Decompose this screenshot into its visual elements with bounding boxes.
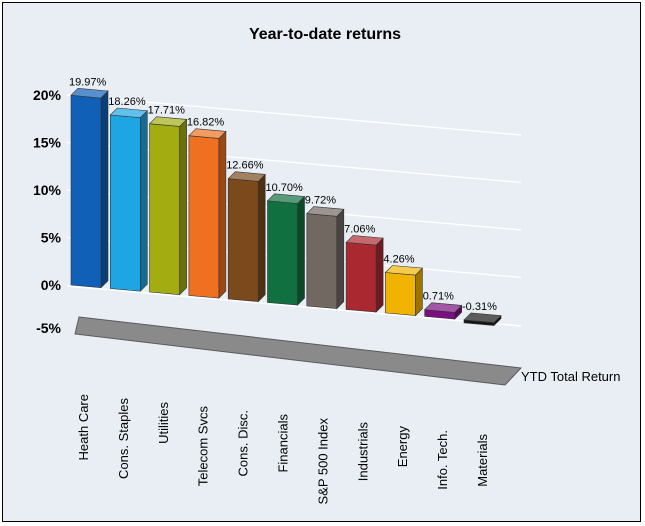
bar-top — [109, 107, 148, 119]
y-tick-label: 20% — [33, 87, 62, 103]
chart-title: Year-to-date returns — [249, 26, 401, 43]
bar-front — [227, 178, 259, 302]
floor-strip — [74, 316, 523, 386]
chart-frame: Year-to-date returns -5% 0% 5% 10% 15% 20% 19… — [2, 2, 641, 522]
category-label: Materials — [475, 434, 490, 487]
y-tick-label: 15% — [33, 135, 62, 151]
bar-side — [179, 118, 187, 296]
bar-6 — [306, 206, 345, 310]
data-label: 9.72% — [305, 195, 336, 207]
zero-line — [66, 285, 522, 327]
data-label: -0.31% — [462, 301, 497, 313]
bar-chart-3d: Year-to-date returns -5% 0% 5% 10% 15% 20% 19… — [33, 26, 621, 505]
bar-side — [218, 130, 227, 299]
bar-front — [70, 94, 102, 289]
bar-top — [227, 171, 266, 182]
bar-side — [375, 237, 384, 313]
data-label: 12.66% — [226, 160, 264, 172]
bar-2 — [148, 116, 188, 296]
bar-side — [140, 109, 148, 292]
bar-9 — [424, 302, 463, 320]
bar-10 — [463, 312, 502, 327]
bar-front — [188, 135, 220, 299]
data-label: 0.71% — [423, 291, 454, 303]
data-label: 18.26% — [108, 96, 146, 108]
floor-plane — [74, 316, 523, 386]
data-labels: 19.97%18.26%17.71%16.82% 12.66%10.70%9.72… — [69, 76, 497, 313]
category-labels: Heath Care Cons. Staples Utilities Telecom … — [76, 394, 490, 505]
bar-top — [70, 87, 109, 99]
y-tick-label: 10% — [33, 182, 62, 198]
y-tick-label: 5% — [41, 230, 62, 246]
category-label: Telecom Svcs — [196, 406, 211, 487]
bar-front — [267, 200, 298, 306]
category-label: S&P 500 Index — [315, 418, 330, 505]
bar-side — [415, 267, 423, 317]
bar-7 — [345, 235, 384, 313]
category-label: Cons. Disc. — [236, 410, 251, 476]
gridline — [66, 94, 522, 136]
series-label: YTD Total Return — [521, 369, 620, 384]
category-label: Industrials — [355, 422, 370, 482]
bar-front — [385, 272, 416, 316]
bar-side — [100, 90, 109, 289]
y-tick-label: -5% — [36, 320, 61, 336]
category-label: Financials — [276, 414, 291, 473]
bar-top — [384, 265, 424, 276]
data-label: 16.82% — [187, 117, 225, 129]
bar-front — [345, 242, 377, 313]
category-label: Heath Care — [76, 394, 91, 460]
bar-5 — [266, 193, 306, 306]
bar-0 — [70, 87, 109, 289]
bar-3 — [188, 128, 227, 299]
category-label: Cons. Staples — [116, 398, 131, 479]
y-axis: -5% 0% 5% 10% 15% 20% — [33, 87, 62, 336]
bar-top — [266, 193, 306, 204]
bar-front — [149, 123, 180, 296]
data-label: 17.71% — [148, 105, 186, 117]
category-label: Energy — [395, 426, 410, 468]
data-label: 19.97% — [69, 76, 107, 88]
bar-front — [110, 114, 141, 292]
bar-front — [306, 213, 338, 309]
bar-top — [463, 312, 502, 323]
bar-top — [306, 206, 345, 217]
bar-8 — [384, 265, 424, 317]
data-label: 7.06% — [344, 223, 375, 235]
bar-top — [424, 302, 463, 313]
bar-top — [188, 128, 227, 139]
y-tick-label: 0% — [41, 277, 62, 293]
data-label: 10.70% — [266, 182, 304, 194]
data-label: 4.26% — [383, 253, 414, 265]
bar-top — [345, 235, 384, 246]
bar-4 — [227, 171, 266, 303]
category-label: Utilities — [156, 402, 171, 444]
bar-side — [336, 208, 345, 310]
category-label: Info. Tech. — [435, 430, 450, 490]
bar-1 — [109, 107, 148, 292]
bar-side — [297, 195, 305, 306]
bar-top — [148, 116, 188, 127]
bars — [70, 87, 502, 327]
bar-side — [257, 173, 266, 303]
